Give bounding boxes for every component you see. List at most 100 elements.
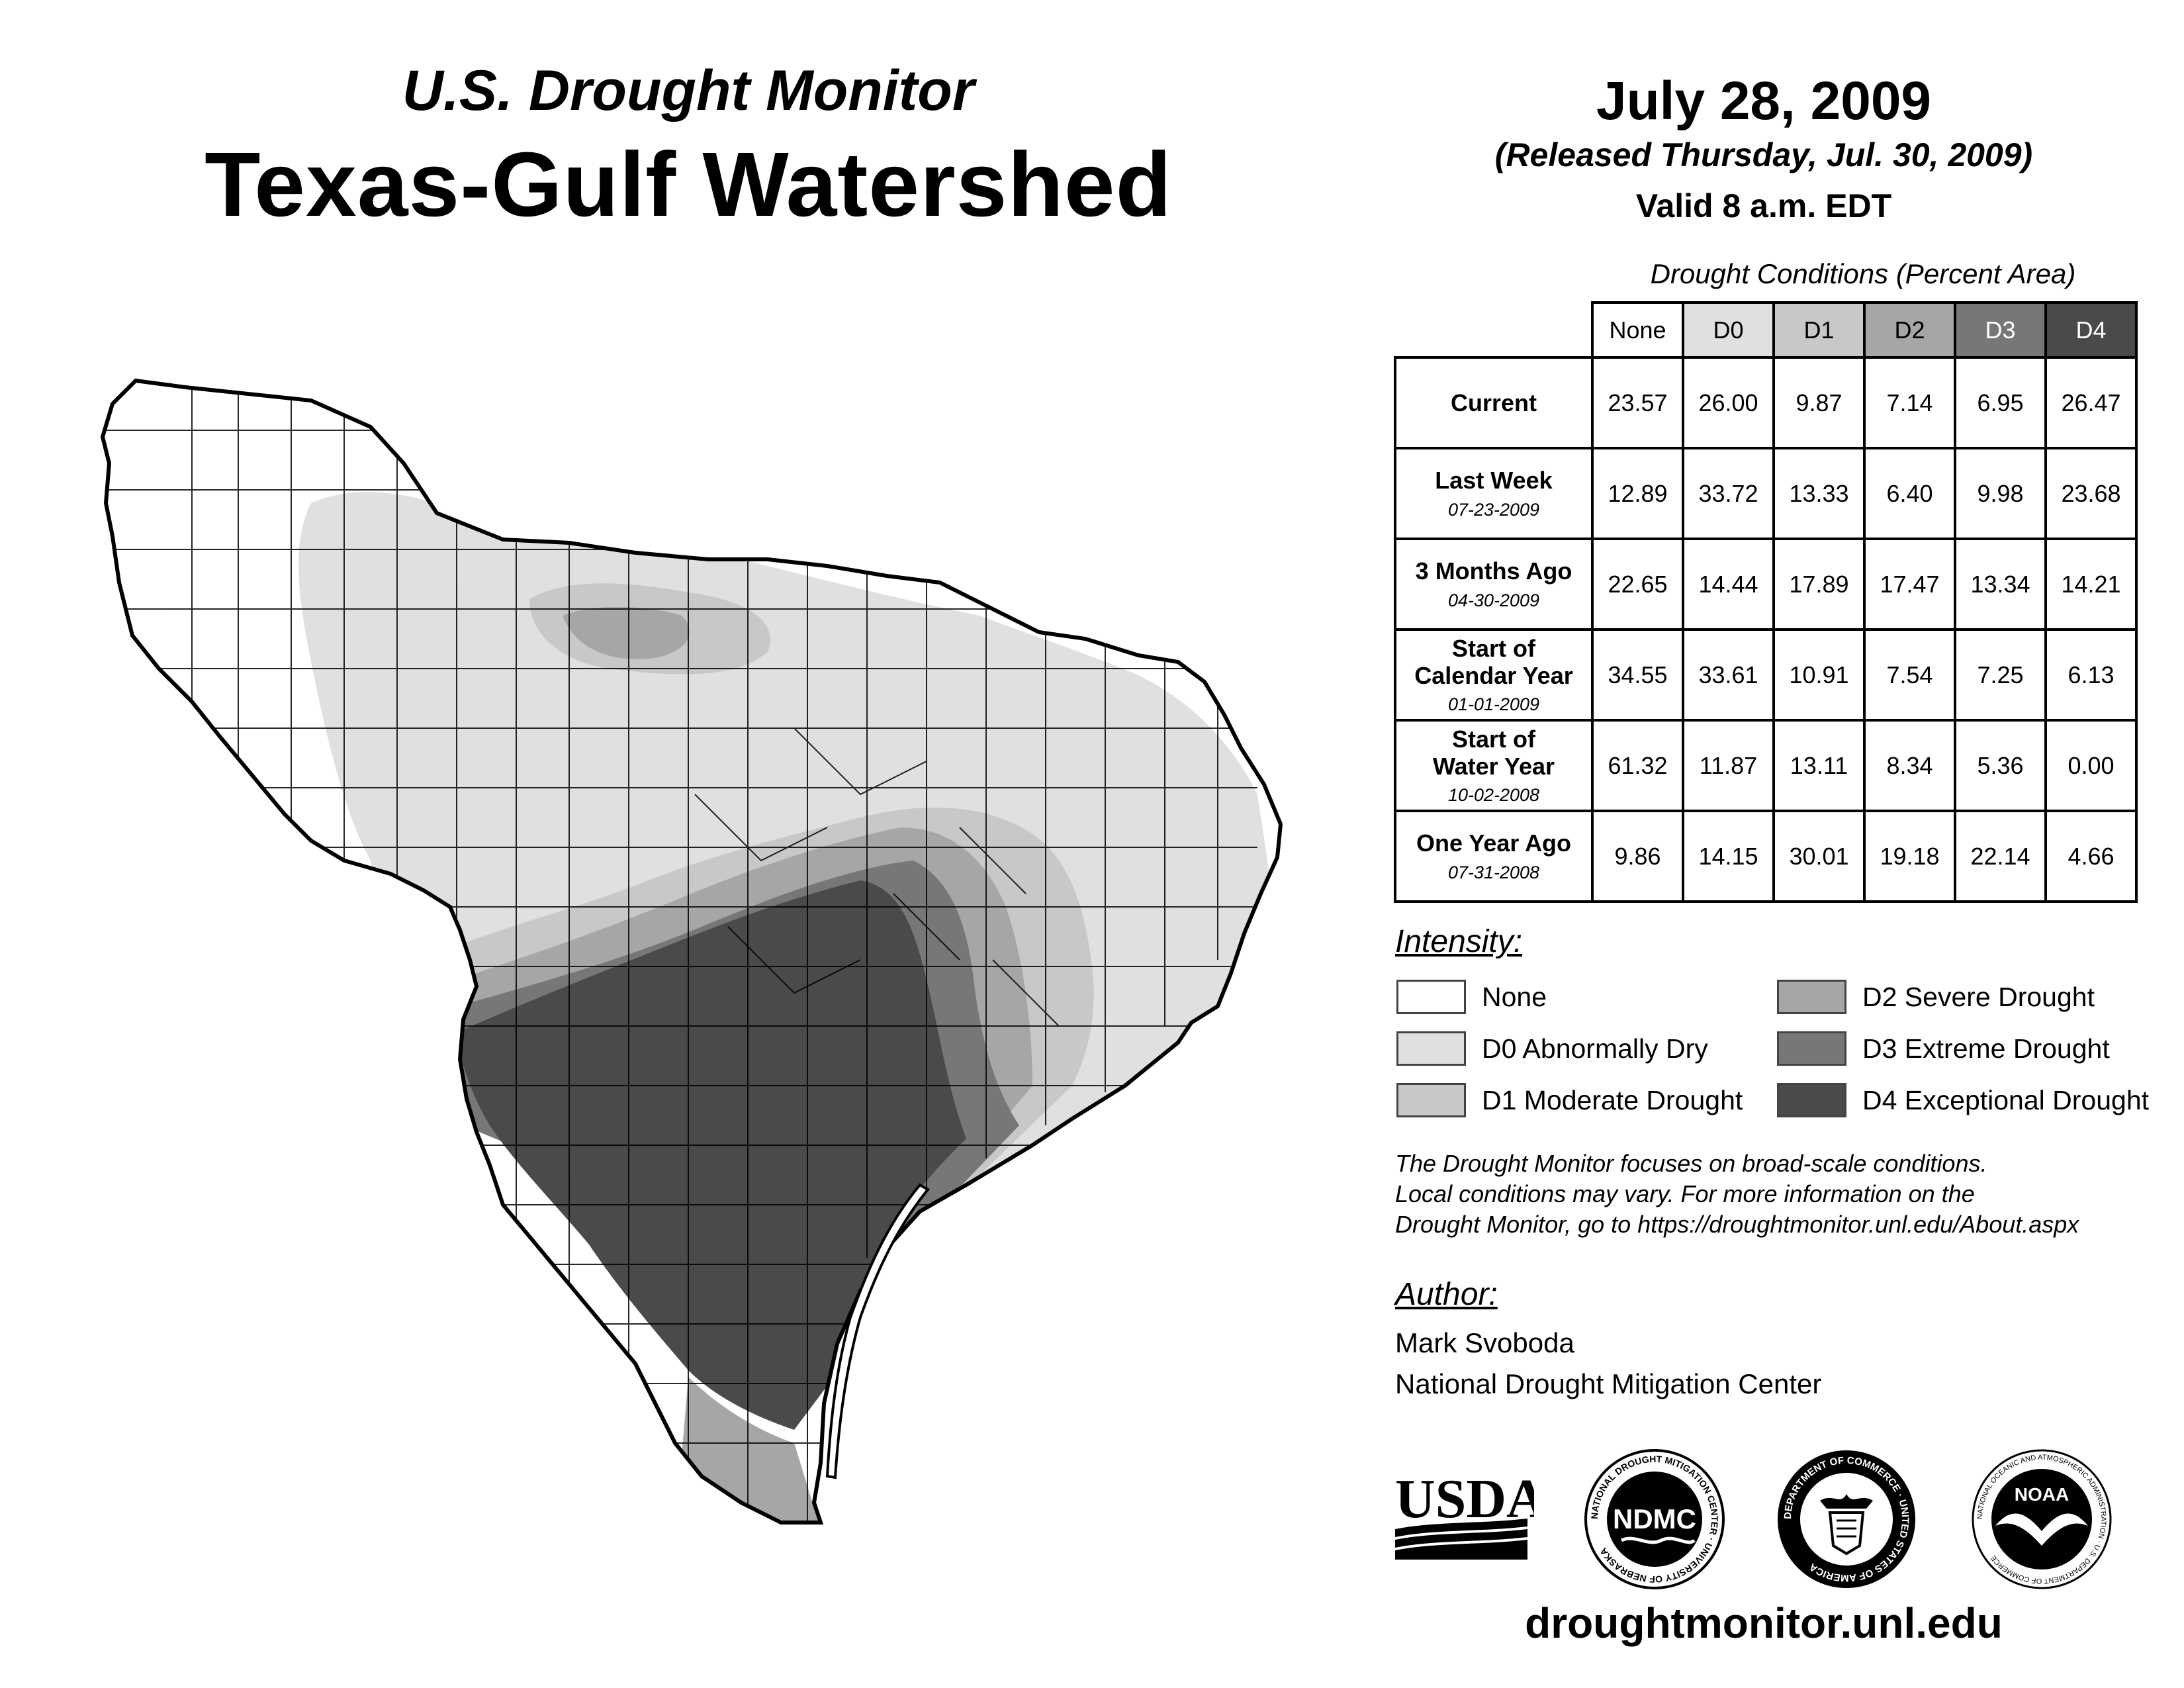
table-cell: 12.89: [1591, 447, 1684, 540]
drought-map: [0, 0, 1377, 1688]
table-cell: 5.36: [1954, 719, 2047, 812]
legend-label: D0 Abnormally Dry: [1482, 1033, 1708, 1064]
legend-item-d3: D3 Extreme Drought: [1777, 1030, 2110, 1067]
legend-item-d1: D1 Moderate Drought: [1396, 1082, 1743, 1119]
row-date: 01-01-2009: [1447, 694, 1540, 715]
note-line: Drought Monitor, go to https://droughtmo…: [1395, 1211, 2079, 1238]
table-cell: 7.14: [1863, 356, 1956, 449]
table-cell: 14.21: [2044, 538, 2138, 631]
note-line: Local conditions may vary. For more info…: [1395, 1180, 1975, 1207]
table-title: Drought Conditions (Percent Area): [1650, 258, 2076, 289]
table-cell: 9.86: [1591, 810, 1684, 903]
row-label-text: Start of Water Year: [1432, 725, 1555, 780]
table-cell: 14.44: [1682, 538, 1775, 631]
table-cell: 33.61: [1682, 628, 1775, 722]
table-row: Start of Calendar Year 01-01-2009 34.55 33…: [1394, 628, 2138, 722]
legend-label: D2 Severe Drought: [1862, 981, 2095, 1012]
map-subtitle: U.S. Drought Monitor: [402, 59, 975, 122]
row-label: 3 Months Ago 04-30-2009: [1394, 538, 1594, 631]
table-cell: 22.14: [1954, 810, 2047, 903]
legend-swatch: [1396, 1083, 1466, 1117]
col-d1: D1: [1772, 301, 1866, 359]
row-label-text: Last Week: [1435, 467, 1553, 494]
row-label: One Year Ago 07-31-2008: [1394, 810, 1594, 903]
legend-item-d2: D2 Severe Drought: [1777, 978, 2095, 1015]
table-cell: 10.91: [1772, 628, 1866, 722]
col-d3: D3: [1954, 301, 2047, 359]
doc-seal-logo: DEPARTMENT OF COMMERCE · UNITED STATES O…: [1778, 1450, 1915, 1588]
release-date: (Released Thursday, Jul. 30, 2009): [1494, 136, 2033, 173]
legend-item-d0: D0 Abnormally Dry: [1396, 1030, 1708, 1067]
row-label-text: Current: [1450, 389, 1537, 416]
usda-text: USDA: [1395, 1468, 1534, 1530]
legend-label: D3 Extreme Drought: [1862, 1033, 2110, 1064]
author-org: National Drought Mitigation Center: [1395, 1368, 1822, 1399]
table-cell: 14.15: [1682, 810, 1775, 903]
table-cell: 61.32: [1591, 719, 1684, 812]
legend-label: D1 Moderate Drought: [1482, 1084, 1743, 1115]
table-row: Start of Water Year 10-02-2008 61.32 11.87…: [1394, 719, 2138, 812]
website-url: droughtmonitor.unl.edu: [1525, 1599, 2003, 1647]
legend-swatch: [1777, 980, 1846, 1014]
ndmc-text: NDMC: [1613, 1503, 1696, 1534]
note-line: The Drought Monitor focuses on broad-sca…: [1395, 1150, 1987, 1177]
legend-label: D4 Exceptional Drought: [1862, 1084, 2150, 1115]
map-title: Texas-Gulf Watershed: [205, 134, 1172, 236]
row-label: Current: [1394, 356, 1594, 449]
table-cell: 13.11: [1772, 719, 1866, 812]
coastline: [825, 1183, 931, 1479]
table-cell: 8.34: [1863, 719, 1956, 812]
legend-item-none: None: [1396, 978, 1547, 1015]
row-label: Last Week 07-23-2009: [1394, 447, 1594, 540]
table-cell: 9.98: [1954, 447, 2047, 540]
col-d2: D2: [1863, 301, 1956, 359]
county-lines: [103, 381, 1257, 1523]
col-none: None: [1591, 301, 1684, 359]
noaa-logo: NATIONAL OCEANIC AND ATMOSPHERIC ADMINIS…: [1972, 1449, 2112, 1589]
author-block: Mark Svoboda National Drought Mitigation…: [1395, 1323, 1821, 1405]
table-cell: 13.34: [1954, 538, 2047, 631]
d4-zone: [457, 880, 966, 1430]
table-cell: 17.47: [1863, 538, 1956, 631]
table-row: 3 Months Ago 04-30-2009 22.65 14.44 17.89…: [1394, 538, 2138, 631]
table-row: Current 23.57 26.00 9.87 7.14 6.95 26.47: [1394, 356, 2138, 449]
table-cell: 23.68: [2044, 447, 2138, 540]
table-row: One Year Ago 07-31-2008 9.86 14.15 30.01 …: [1394, 810, 2138, 903]
col-d0: D0: [1682, 301, 1775, 359]
row-date: 04-30-2009: [1447, 590, 1540, 610]
legend-swatch: [1396, 980, 1466, 1014]
legend-label: None: [1482, 981, 1547, 1012]
legend-swatch: [1396, 1031, 1466, 1066]
table-header: None D0 D1 D2 D3 D4: [1591, 301, 2138, 359]
table-cell: 33.72: [1682, 447, 1775, 540]
disclaimer-note: The Drought Monitor focuses on broad-sca…: [1395, 1149, 2079, 1240]
table-cell: 11.87: [1682, 719, 1775, 812]
author-heading: Author:: [1395, 1277, 1498, 1312]
row-label: Start of Calendar Year 01-01-2009: [1394, 628, 1594, 722]
usda-logo: USDA: [1395, 1468, 1534, 1560]
legend-swatch: [1777, 1031, 1846, 1066]
table-cell: 19.18: [1863, 810, 1956, 903]
table-cell: 13.33: [1772, 447, 1866, 540]
row-label: Start of Water Year 10-02-2008: [1394, 719, 1594, 812]
legend-title: Intensity:: [1395, 924, 1523, 959]
table-cell: 9.87: [1772, 356, 1866, 449]
drought-table: Current 23.57 26.00 9.87 7.14 6.95 26.47…: [1394, 356, 2138, 903]
legend-item-d4: D4 Exceptional Drought: [1777, 1082, 2149, 1119]
table-cell: 6.40: [1863, 447, 1956, 540]
ndmc-logo: NATIONAL DROUGHT MITIGATION CENTER · UNI…: [1584, 1449, 1725, 1589]
table-cell: 7.54: [1863, 628, 1956, 722]
table-cell: 0.00: [2044, 719, 2138, 812]
valid-time: Valid 8 a.m. EDT: [1635, 187, 1892, 224]
row-label-text: Start of Calendar Year: [1414, 634, 1573, 689]
d2-zone-north: [563, 606, 690, 659]
table-cell: 6.13: [2044, 628, 2138, 722]
row-date: 07-23-2009: [1447, 499, 1540, 520]
table-cell: 7.25: [1954, 628, 2047, 722]
table-cell: 17.89: [1772, 538, 1866, 631]
noaa-text: NOAA: [2015, 1484, 2069, 1505]
table-cell: 34.55: [1591, 628, 1684, 722]
table-cell: 22.65: [1591, 538, 1684, 631]
row-date: 10-02-2008: [1447, 785, 1540, 806]
author-name: Mark Svoboda: [1395, 1327, 1574, 1358]
